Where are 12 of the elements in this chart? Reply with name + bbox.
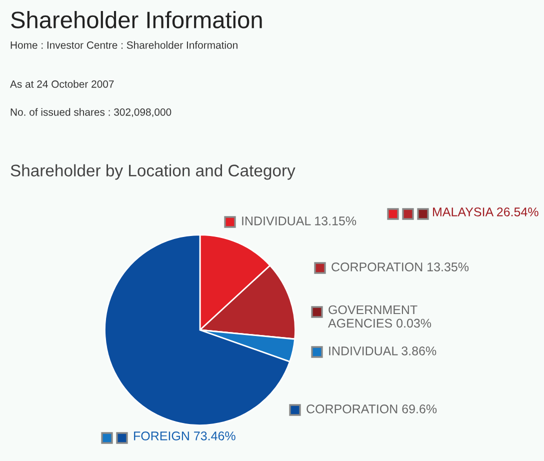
text: As at 24 October 2007: [10, 80, 114, 88]
legend-label: INDIVIDUAL 13.15%: [242, 216, 356, 226]
legend-label: CORPORATION 69.6%: [306, 404, 437, 414]
text: FOREIGN 73.46%: [134, 432, 236, 440]
chart-title: Shareholder Information: [11, 10, 262, 28]
chart-subtitle: Home : Investor Centre : Shareholder Information: [10, 41, 238, 49]
text: MALAYSIA 26.54%: [433, 208, 538, 216]
text: Shareholder by Location and Category: [10, 164, 296, 180]
legend-label: GOVERNMENT AGENCIES 0.03%: [328, 305, 432, 328]
legend-label: CORPORATION 13.35%: [332, 262, 469, 272]
text: No. of issued shares : 302,098,000: [10, 108, 172, 118]
legend-label: INDIVIDUAL 3.86%: [329, 346, 436, 356]
